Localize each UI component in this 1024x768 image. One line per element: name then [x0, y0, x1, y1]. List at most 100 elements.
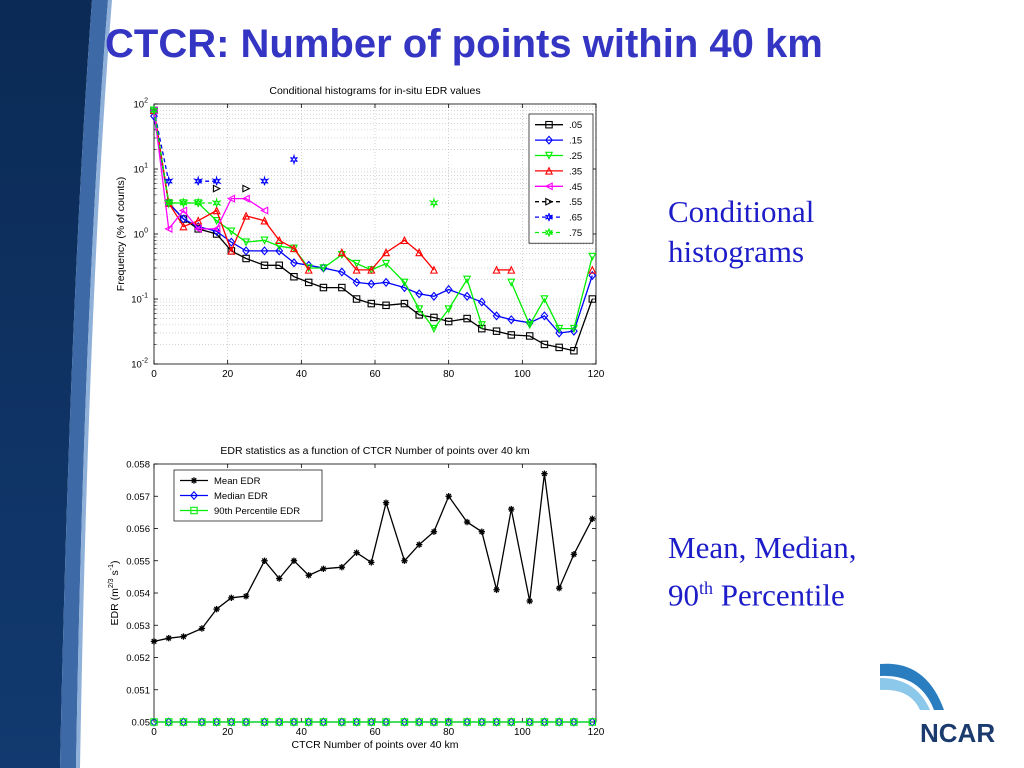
data-point: [198, 718, 206, 726]
x-tick-label: 20: [222, 727, 234, 738]
conditional-label-line2: histograms: [668, 234, 805, 269]
data-point: [569, 717, 578, 727]
series-line: [341, 239, 435, 271]
data-point: [260, 717, 269, 727]
sidebar-highlight-band: [76, 0, 112, 768]
data-point: [444, 317, 453, 326]
data-point-stroke: [526, 598, 533, 604]
x-tick-label: 120: [588, 727, 605, 738]
data-point-stroke: [228, 595, 235, 601]
data-point: [415, 717, 424, 727]
data-point: [260, 216, 269, 225]
data-point: [241, 211, 251, 220]
data-point-stroke: [401, 558, 408, 564]
data-point: [212, 717, 221, 727]
data-point-stroke: [339, 564, 345, 570]
data-point: [492, 718, 501, 726]
y-tick-label-base: 10: [131, 295, 142, 306]
data-point: [492, 311, 501, 321]
data-point: [444, 717, 453, 727]
data-point: [429, 265, 439, 274]
data-point: [352, 718, 361, 726]
x-tick-label: 0: [151, 369, 157, 380]
data-point: [555, 324, 564, 334]
data-point-stroke: [556, 585, 562, 591]
data-point: [164, 224, 173, 233]
data-point: [242, 718, 250, 726]
stats-label-line2: 90th Percentile: [668, 568, 968, 615]
y-tick-label-base: 10: [134, 100, 145, 111]
data-point: [242, 184, 251, 193]
data-point: [429, 324, 439, 334]
data-point: [492, 717, 501, 727]
data-point: [507, 718, 516, 726]
series-line: [510, 256, 593, 330]
x-tick-label: 0: [151, 727, 157, 738]
y-tick-label-base: 10: [134, 230, 145, 241]
data-point: [212, 184, 222, 193]
y-tick-label-exp: -1: [142, 293, 148, 300]
y-tick-label: 100: [134, 228, 149, 241]
data-point: [353, 549, 360, 556]
data-point: [478, 718, 486, 726]
series-90th-percentile-edr: [150, 718, 597, 726]
data-point: [430, 528, 438, 535]
y-tick-label-exp: 2: [144, 98, 148, 105]
data-point: [415, 305, 424, 314]
data-point: [352, 259, 361, 269]
data-point: [304, 278, 313, 287]
x-tick-label: 40: [296, 369, 308, 380]
data-point: [226, 194, 236, 203]
y-axis-label-text: Frequency (% of counts): [115, 177, 127, 291]
data-point-stroke: [431, 529, 437, 535]
data-point: [507, 278, 516, 287]
data-point: [477, 297, 486, 307]
data-point-stroke: [305, 572, 312, 578]
x-tick-label: 80: [443, 369, 455, 380]
data-point: [478, 528, 486, 535]
series-line: [153, 110, 310, 271]
legend-marker: [190, 490, 198, 501]
data-point: [555, 328, 564, 338]
data-point: [163, 175, 174, 188]
series-55: [212, 184, 251, 193]
data-point: [382, 717, 390, 727]
data-point: [242, 717, 251, 727]
data-point: [275, 235, 284, 245]
data-point-stroke: [213, 606, 220, 612]
data-point: [493, 586, 500, 593]
data-point: [367, 718, 376, 726]
conditional-label-line1: Conditional: [668, 194, 815, 229]
data-point: [241, 238, 251, 247]
edr-statistics-chart: EDR statistics as a function of CTCR Num…: [108, 445, 605, 751]
data-point: [164, 718, 173, 726]
legend-label: Median EDR: [214, 491, 268, 502]
legend-label: .15: [569, 136, 582, 147]
data-point: [319, 718, 328, 726]
legend-marker-stroke: [191, 477, 197, 484]
data-point: [319, 283, 328, 292]
data-point: [478, 324, 486, 333]
y-tick-label: 0.053: [126, 621, 150, 632]
legend-label: .35: [569, 166, 582, 177]
data-point: [430, 717, 438, 727]
data-point: [242, 593, 250, 600]
data-point: [352, 295, 361, 303]
data-point: [400, 278, 409, 287]
ncar-logo: NCAR: [880, 663, 995, 748]
legend-marker: [544, 151, 554, 160]
y-tick-label-base: 10: [134, 165, 145, 176]
conditional-histograms-label: Conditional histograms: [668, 192, 928, 272]
data-point: [555, 718, 563, 726]
data-point: [507, 717, 516, 727]
data-point: [275, 246, 284, 256]
data-point: [319, 717, 328, 727]
data-point: [260, 718, 269, 726]
y-tick-label: 0.058: [126, 460, 150, 471]
legend-label: .75: [569, 228, 582, 239]
data-point: [463, 717, 472, 727]
data-point: [212, 216, 221, 226]
data-point: [445, 493, 452, 500]
data-point: [588, 717, 597, 727]
y-axis-label: Frequency (% of counts): [115, 177, 127, 291]
